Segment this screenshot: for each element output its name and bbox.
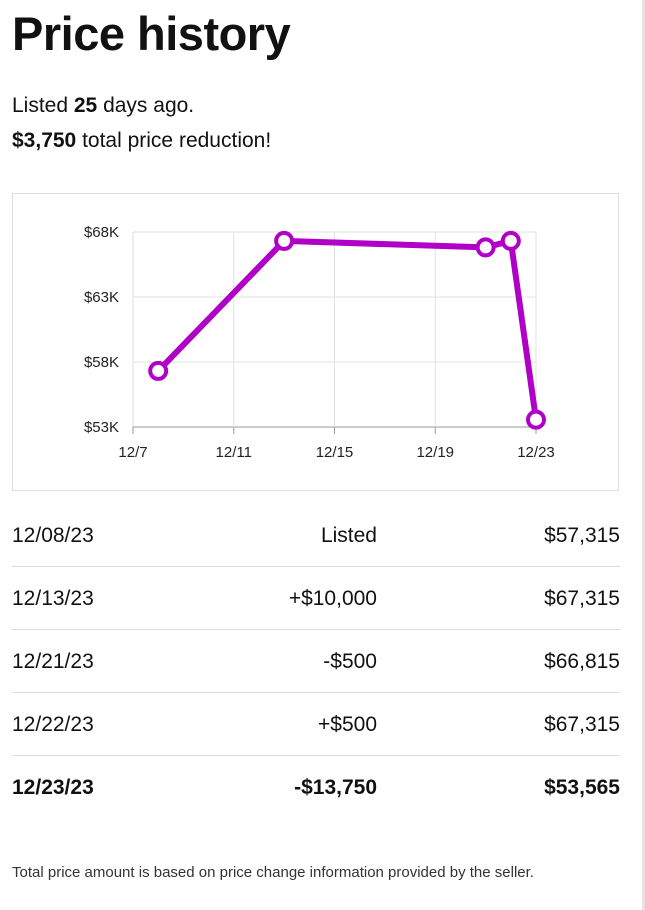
table-row: 12/22/23 +$500 $67,315 (12, 693, 620, 756)
table-row: 12/23/23 -$13,750 $53,565 (12, 756, 620, 819)
table-row: 12/21/23 -$500 $66,815 (12, 630, 620, 693)
row-price: $67,315 (544, 587, 620, 610)
row-price: $66,815 (544, 650, 620, 673)
y-tick-label: $58K (84, 354, 119, 371)
x-tick-label: 12/7 (118, 444, 147, 461)
row-change: -$13,750 (294, 776, 377, 799)
y-tick-label: $63K (84, 289, 119, 306)
listed-suffix: days ago. (97, 94, 195, 117)
row-change: +$500 (318, 713, 377, 736)
row-date: 12/13/23 (12, 587, 94, 610)
row-price: $57,315 (544, 524, 620, 547)
listed-prefix: Listed (12, 94, 74, 117)
row-date: 12/08/23 (12, 524, 94, 547)
listed-days: 25 (73, 94, 98, 117)
x-tick-label: 12/11 (216, 444, 252, 461)
price-points (148, 230, 546, 430)
row-date: 12/22/23 (12, 713, 94, 736)
row-date: 12/21/23 (12, 650, 94, 673)
reduction-suffix: total price reduction! (76, 129, 272, 152)
reduction-summary: $3,750 total price reduction! (12, 129, 271, 153)
x-tick-label: 12/19 (416, 444, 454, 461)
x-tick-label: 12/23 (517, 444, 555, 461)
row-change: +$10,000 (288, 587, 377, 610)
y-axis-ticks: $53K $58K $63K $68K (84, 224, 119, 436)
row-price: $67,315 (544, 713, 620, 736)
row-date: 12/23/23 (12, 776, 94, 799)
page-title: Price history (12, 7, 291, 60)
price-line (155, 237, 539, 423)
price-point[interactable] (500, 230, 521, 251)
chart-svg: $53K $58K $63K $68K 12/7 12/11 12/15 12/19 12/2… (84, 224, 555, 461)
y-tick-label: $53K (84, 419, 119, 436)
y-tick-label: $68K (84, 224, 119, 241)
price-point[interactable] (274, 230, 295, 251)
price-point[interactable] (475, 237, 496, 258)
x-tick-label: 12/15 (316, 444, 354, 461)
row-change: -$500 (323, 650, 377, 673)
listed-summary: Listed 25 days ago. (12, 94, 194, 118)
price-point[interactable] (148, 360, 169, 381)
table-row: 12/13/23 +$10,000 $67,315 (12, 567, 620, 630)
row-price: $53,565 (544, 776, 620, 799)
reduction-amount: $3,750 (12, 129, 77, 152)
page-right-border (642, 0, 645, 910)
x-axis-ticks: 12/7 12/11 12/15 12/19 12/23 (118, 444, 554, 461)
price-footnote: Total price amount is based on price cha… (12, 864, 534, 881)
row-change: Listed (320, 524, 377, 547)
price-history-chart: $53K $58K $63K $68K 12/7 12/11 12/15 12/19 12/2… (12, 193, 619, 491)
chart-grid (132, 231, 537, 434)
table-row: 12/08/23 Listed $57,315 (12, 504, 620, 567)
price-point[interactable] (526, 409, 546, 430)
